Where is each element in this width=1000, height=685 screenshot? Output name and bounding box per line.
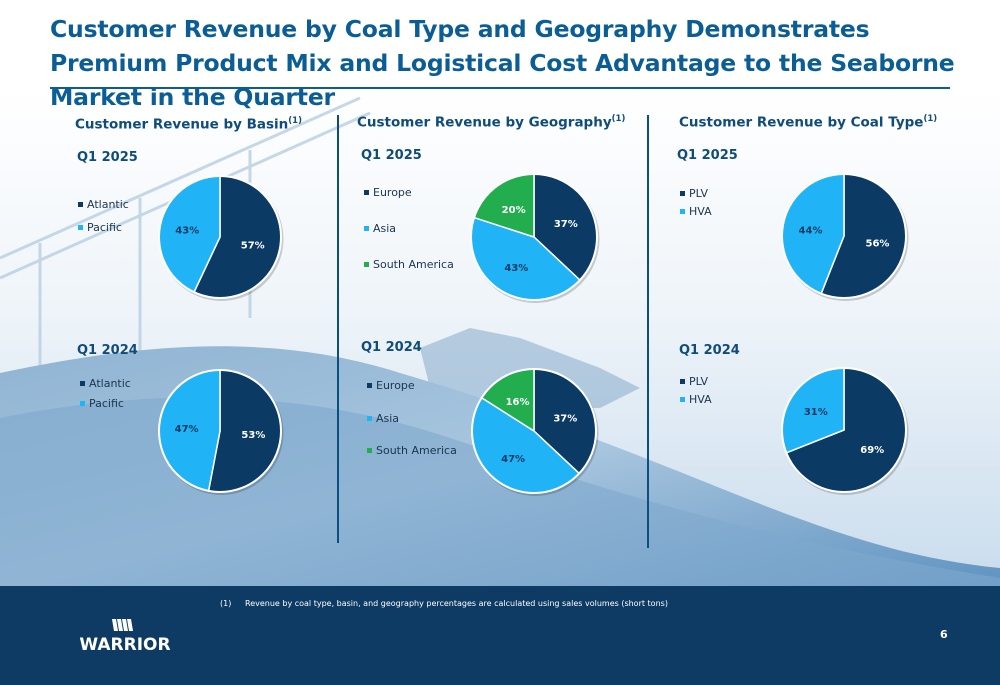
legend-item-plv: PLV	[680, 187, 708, 200]
legend-swatch	[367, 447, 372, 453]
pie-data-label: 69%	[860, 445, 884, 456]
legend-item-plv: PLV	[680, 375, 708, 388]
period-label: Q1 2024	[77, 343, 138, 358]
section-title-geography: Customer Revenue by Geography(1)	[357, 114, 626, 131]
legend-item-south-america: South America	[364, 258, 454, 271]
pie-data-label: 16%	[506, 397, 530, 408]
pie-outline	[158, 175, 282, 299]
page-number: 6	[940, 628, 948, 641]
period-label: Q1 2025	[677, 148, 738, 163]
background-mine-image	[0, 88, 1000, 588]
legend-item-atlantic: Atlantic	[80, 377, 131, 390]
period-label: Q1 2024	[361, 340, 422, 355]
pie-outline	[471, 368, 597, 494]
legend-item-asia: Asia	[367, 412, 399, 425]
legend-swatch	[364, 189, 369, 195]
pie-chart-coal-type-q1-2024: 69% 31%	[781, 367, 909, 495]
legend-swatch	[80, 380, 85, 386]
pie-chart-geography-q1-2024: 37% 47% 16%	[471, 368, 599, 496]
period-label: Q1 2025	[361, 148, 422, 163]
legend-item-pacific: Pacific	[78, 221, 122, 234]
column-divider-2	[647, 115, 649, 548]
column-divider-1	[337, 115, 339, 543]
pie-outline	[781, 367, 907, 493]
legend-item-hva: HVA	[680, 393, 712, 406]
pie-chart-basin-q1-2025: 57% 43%	[158, 175, 284, 301]
legend-item-europe: Europe	[367, 379, 415, 392]
pie-chart-basin-q1-2024: 53% 47%	[158, 369, 284, 495]
pie-data-label: 47%	[501, 454, 525, 465]
pie-chart-coal-type-q1-2025: 56% 44%	[781, 173, 909, 301]
legend-swatch	[680, 208, 685, 214]
pie-outline	[158, 369, 282, 493]
pie-outline	[470, 173, 598, 301]
pie-data-label: 53%	[241, 430, 265, 441]
slide-title: Customer Revenue by Coal Type and Geogra…	[50, 15, 955, 111]
legend-swatch	[78, 201, 83, 207]
pie-data-label: 37%	[554, 219, 578, 230]
legend-item-atlantic: Atlantic	[78, 198, 129, 211]
pie-data-label: 57%	[241, 240, 265, 251]
legend-swatch	[80, 400, 85, 406]
pie-outline	[781, 173, 907, 299]
legend-item-hva: HVA	[680, 205, 712, 218]
pie-data-label: 44%	[799, 226, 823, 237]
legend-swatch	[364, 225, 369, 231]
legend-swatch	[680, 396, 685, 402]
pie-chart-geography-q1-2025: 37% 43% 20%	[470, 173, 600, 303]
legend-swatch	[367, 415, 372, 421]
pie-data-label: 37%	[553, 413, 577, 424]
svg-text:WARRIOR: WARRIOR	[79, 635, 170, 655]
section-title-basin: Customer Revenue by Basin(1)	[75, 116, 302, 133]
pie-data-label: 43%	[175, 226, 199, 237]
legend-swatch	[367, 382, 372, 388]
legend-item-europe: Europe	[364, 186, 412, 199]
footer-bar	[0, 586, 1000, 685]
footnote-number: (1)	[220, 599, 232, 608]
legend-item-asia: Asia	[364, 222, 396, 235]
legend-swatch	[680, 190, 685, 196]
period-label: Q1 2025	[77, 150, 138, 165]
pie-data-label: 31%	[804, 407, 828, 418]
legend-item-pacific: Pacific	[80, 397, 124, 410]
legend-swatch	[364, 261, 369, 267]
title-divider	[50, 87, 950, 89]
legend-item-south-america: South America	[367, 444, 457, 457]
section-title-coal-type: Customer Revenue by Coal Type(1)	[679, 114, 938, 131]
pie-data-label: 56%	[866, 238, 890, 249]
footnote: Revenue by coal type, basin, and geograp…	[245, 599, 668, 608]
warrior-logo: WARRIOR	[79, 619, 171, 655]
legend-swatch	[78, 224, 83, 230]
pie-data-label: 20%	[502, 205, 526, 216]
pie-data-label: 43%	[504, 263, 528, 274]
legend-swatch	[680, 378, 685, 384]
pie-data-label: 47%	[175, 424, 199, 435]
period-label: Q1 2024	[679, 343, 740, 358]
